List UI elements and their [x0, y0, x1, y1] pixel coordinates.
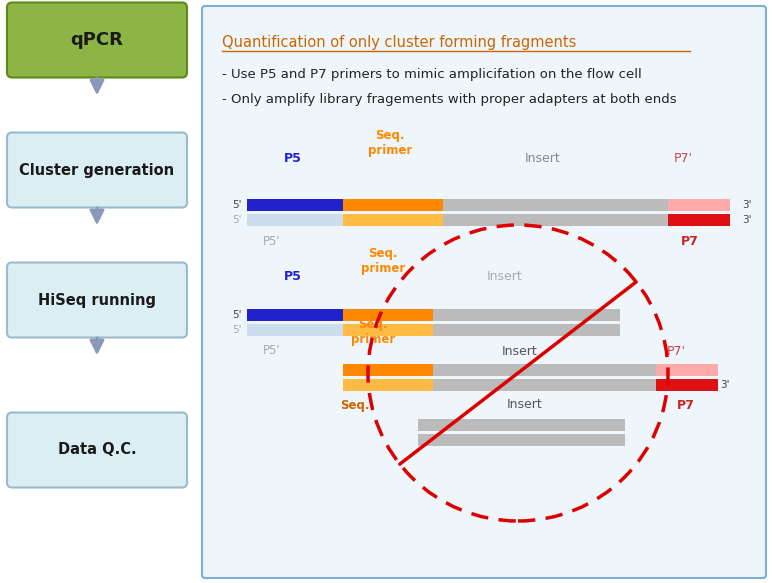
Text: qPCR: qPCR [70, 31, 124, 49]
Text: P7: P7 [681, 235, 699, 248]
Text: P7': P7' [666, 345, 686, 358]
Text: Insert: Insert [507, 398, 543, 411]
Text: Cluster generation: Cluster generation [19, 163, 174, 177]
Bar [247, 309, 343, 321]
Text: 5': 5' [232, 215, 242, 225]
Bar [343, 324, 433, 336]
Text: P7': P7' [673, 152, 692, 165]
Bar [433, 364, 656, 376]
Text: 5': 5' [232, 200, 242, 210]
Text: Seq.: Seq. [340, 399, 370, 412]
Bar [433, 379, 656, 391]
FancyBboxPatch shape [7, 413, 187, 487]
Text: - Use P5 and P7 primers to mimic amplicifation on the flow cell: - Use P5 and P7 primers to mimic amplici… [222, 68, 642, 81]
Text: P5': P5' [263, 235, 281, 248]
Text: Seq.
primer: Seq. primer [351, 318, 395, 346]
Text: 3': 3' [720, 380, 730, 390]
Bar [668, 199, 730, 211]
Text: P5: P5 [284, 152, 302, 165]
Text: Insert: Insert [502, 345, 538, 358]
Text: 5': 5' [232, 310, 242, 320]
Bar [247, 324, 343, 336]
Text: Data Q.C.: Data Q.C. [58, 442, 137, 458]
Text: Quantification of only cluster forming fragments: Quantification of only cluster forming f… [222, 35, 577, 50]
Text: P5': P5' [263, 344, 281, 357]
Bar [656, 379, 718, 391]
Bar [443, 214, 668, 226]
Text: HiSeq running: HiSeq running [38, 293, 156, 307]
Text: Insert: Insert [487, 270, 523, 283]
Text: 3': 3' [742, 215, 751, 225]
Text: 3': 3' [742, 200, 751, 210]
Bar [668, 214, 730, 226]
Bar [247, 199, 343, 211]
Bar [443, 199, 668, 211]
Bar [418, 434, 625, 446]
Bar [247, 214, 343, 226]
Text: Seq.
primer: Seq. primer [368, 129, 412, 157]
Text: P5: P5 [284, 270, 302, 283]
Bar [433, 324, 620, 336]
Bar [343, 364, 433, 376]
FancyBboxPatch shape [202, 6, 766, 578]
FancyBboxPatch shape [7, 262, 187, 338]
Bar [343, 199, 443, 211]
FancyBboxPatch shape [7, 132, 187, 208]
Text: 5': 5' [232, 325, 242, 335]
Text: P7: P7 [677, 399, 695, 412]
Bar [343, 309, 433, 321]
FancyBboxPatch shape [7, 2, 187, 78]
Bar [343, 214, 443, 226]
Bar [433, 309, 620, 321]
Bar [343, 379, 433, 391]
Bar [418, 419, 625, 431]
Text: Seq.
primer: Seq. primer [361, 247, 405, 275]
Text: - Only amplify library fragements with proper adapters at both ends: - Only amplify library fragements with p… [222, 93, 676, 106]
Text: Insert: Insert [525, 152, 561, 165]
Bar [656, 364, 718, 376]
